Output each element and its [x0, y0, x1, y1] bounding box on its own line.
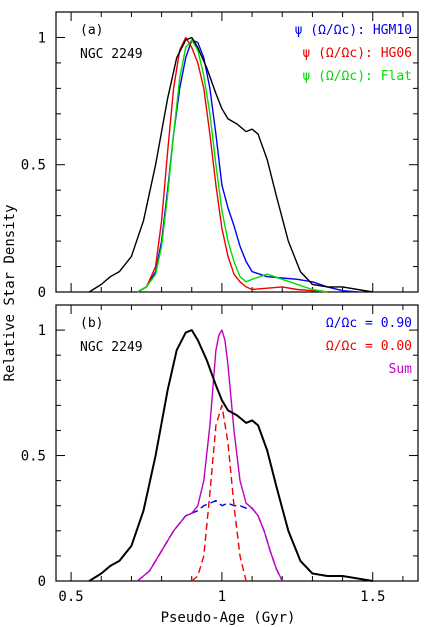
- series-line-b-total: [88, 329, 373, 582]
- y-axis-label: Relative Star Density: [2, 204, 18, 381]
- plot-frame-b: [55, 304, 419, 582]
- panel-label-a: (a): [80, 23, 103, 38]
- series-line-b-sum: [136, 329, 283, 582]
- series-line-a-c-flat: [137, 39, 328, 293]
- legend-entry-a-c-flat: ψ (Ω/Ωc): Flat: [302, 69, 412, 84]
- series-line-b-c-0-90: [136, 500, 283, 582]
- x-tick-label: 0.5: [58, 589, 83, 605]
- legend-entry-a-c-hg06: ψ (Ω/Ωc): HG06: [302, 46, 412, 61]
- panel-a: 0 0.5 1 (a) NGC 2249 ψ (Ω/Ωc): HGM10 ψ (Ω/Ωc):…: [21, 11, 419, 301]
- y-tick-label: 0.5: [21, 449, 46, 465]
- legend-entry-a-c-hgm10: ψ (Ω/Ωc): HGM10: [295, 23, 412, 38]
- y-tick-label: 0: [38, 285, 46, 301]
- x-tick-label: 1: [218, 589, 226, 605]
- cluster-name-a: NGC 2249: [80, 47, 143, 62]
- series-line-b-c-0-00: [191, 404, 247, 582]
- series-line-a-total: [88, 36, 373, 293]
- y-tick-label: 1: [38, 323, 46, 339]
- legend-entry-b-sum: Sum: [389, 362, 413, 377]
- y-tick-label: 0.5: [21, 158, 46, 174]
- legend-entry-b-c-0-00: Ω/Ωc = 0.00: [326, 339, 412, 354]
- series-line-a-c-hg06: [137, 36, 328, 293]
- plot-frame-a: [55, 11, 419, 293]
- y-tick-label: 1: [38, 30, 46, 46]
- x-tick-label: 1.5: [360, 589, 385, 605]
- y-tick-label: 0: [38, 574, 46, 590]
- panel-b: 0 0.5 1 0.5 1 1.5 (b) NGC 2249 Ω/Ωc = 0.90 Ω/Ωc =…: [21, 304, 419, 605]
- cluster-name-b: NGC 2249: [80, 340, 143, 355]
- legend-entry-b-c-0-90: Ω/Ωc = 0.90: [326, 316, 412, 331]
- x-axis-label: Pseudo-Age (Gyr): [161, 610, 296, 626]
- panel-label-b: (b): [80, 316, 103, 331]
